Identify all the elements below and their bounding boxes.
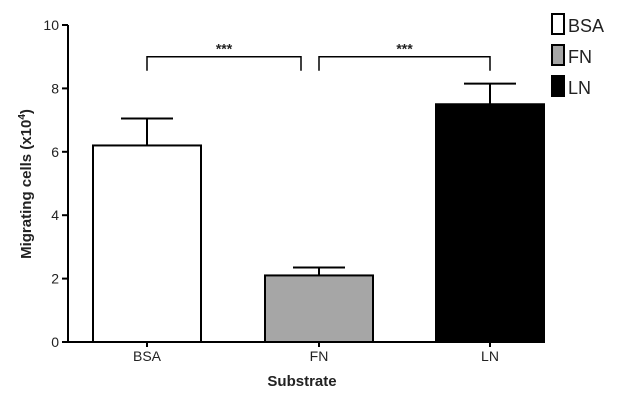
legend: BSA FN LN [551, 13, 604, 98]
significance-bracket [318, 55, 491, 71]
legend-swatch-ln [551, 75, 565, 97]
y-tick-label: 0 [51, 334, 59, 350]
y-tick-label: 8 [51, 80, 59, 96]
y-axis-title-close: ) [18, 109, 35, 114]
legend-label-fn: FN [568, 47, 592, 67]
y-axis-title: Migrating cells (x104) [17, 109, 35, 259]
plot-area: BSA FN LN 0 2 4 6 8 10 *** *** [43, 17, 545, 364]
significance-label: *** [216, 41, 233, 57]
significance-bracket [146, 55, 302, 71]
bar-bsa [92, 144, 202, 343]
legend-swatch-bsa [551, 13, 565, 35]
y-tick-label: 6 [51, 144, 59, 160]
y-axis-title-main: Migrating cells (x10 [18, 120, 35, 259]
y-axis-title-superscript: 4 [17, 114, 28, 120]
legend-label-ln: LN [568, 78, 591, 98]
significance-label: *** [396, 41, 413, 57]
legend-swatch-fn [551, 44, 565, 66]
y-tick-label: 4 [51, 207, 59, 223]
x-axis-title: Substrate [267, 373, 336, 390]
bar-fn [264, 274, 374, 343]
legend-label-bsa: BSA [568, 16, 604, 36]
x-tick-label-ln: LN [481, 348, 499, 364]
bar-ln [435, 103, 545, 343]
y-tick-label: 2 [51, 271, 59, 287]
x-tick-label-bsa: BSA [133, 348, 162, 364]
y-tick-label: 10 [43, 17, 59, 33]
x-tick-label-fn: FN [310, 348, 329, 364]
